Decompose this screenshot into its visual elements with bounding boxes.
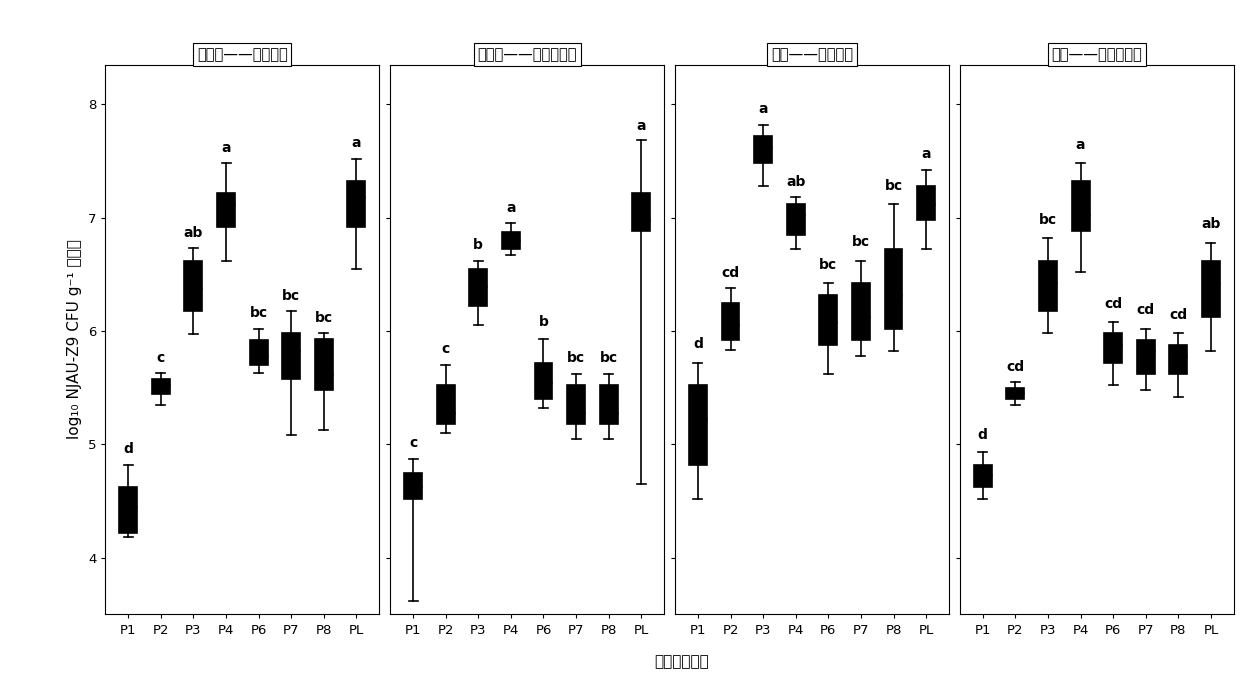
Text: d: d [978, 428, 988, 442]
Text: a: a [636, 119, 646, 132]
PathPatch shape [754, 136, 773, 163]
Text: bc: bc [249, 306, 268, 320]
Text: a: a [352, 136, 361, 149]
Y-axis label: log₁₀ NJAU-Z9 CFU g⁻¹ 根际土: log₁₀ NJAU-Z9 CFU g⁻¹ 根际土 [67, 240, 82, 439]
PathPatch shape [1104, 333, 1122, 363]
Title: 灭菌——立即检测: 灭菌——立即检测 [771, 47, 853, 62]
Title: 灭菌——五天后检测: 灭菌——五天后检测 [1052, 47, 1142, 62]
PathPatch shape [1071, 181, 1090, 232]
PathPatch shape [119, 488, 138, 533]
PathPatch shape [283, 333, 300, 379]
PathPatch shape [632, 193, 650, 232]
PathPatch shape [185, 261, 202, 310]
Text: bc: bc [315, 312, 332, 325]
Text: a: a [759, 102, 768, 115]
PathPatch shape [918, 186, 935, 220]
Text: 不同引物处理: 不同引物处理 [655, 654, 709, 669]
Text: a: a [221, 141, 231, 155]
Text: bc: bc [283, 289, 300, 303]
PathPatch shape [1169, 345, 1188, 374]
Text: cd: cd [1104, 297, 1122, 310]
Text: cd: cd [1137, 304, 1154, 317]
PathPatch shape [786, 204, 805, 235]
Text: d: d [123, 442, 133, 456]
Text: d: d [693, 337, 703, 352]
Text: a: a [1076, 138, 1085, 152]
PathPatch shape [1137, 340, 1154, 374]
Text: bc: bc [852, 236, 870, 249]
PathPatch shape [249, 340, 268, 365]
PathPatch shape [689, 386, 707, 465]
Text: c: c [156, 351, 165, 365]
PathPatch shape [973, 465, 992, 488]
PathPatch shape [820, 295, 837, 345]
PathPatch shape [217, 193, 236, 227]
PathPatch shape [436, 386, 455, 424]
Text: bc: bc [1039, 213, 1056, 227]
PathPatch shape [404, 473, 422, 499]
Text: c: c [409, 436, 417, 450]
PathPatch shape [315, 339, 332, 390]
PathPatch shape [1202, 261, 1220, 317]
Text: bc: bc [820, 258, 837, 272]
PathPatch shape [534, 363, 553, 399]
PathPatch shape [469, 269, 487, 306]
Text: bc: bc [600, 351, 618, 365]
Text: cd: cd [722, 266, 739, 280]
Title: 非灭菌——立即检测: 非灭菌——立即检测 [197, 47, 288, 62]
PathPatch shape [502, 232, 520, 249]
Text: ab: ab [1202, 217, 1220, 232]
Text: bc: bc [567, 351, 585, 365]
Text: bc: bc [884, 179, 903, 193]
Text: a: a [506, 202, 516, 215]
Text: b: b [474, 238, 484, 252]
Text: cd: cd [1007, 360, 1024, 374]
Text: ab: ab [786, 175, 806, 189]
PathPatch shape [567, 386, 585, 424]
PathPatch shape [151, 379, 170, 394]
PathPatch shape [1007, 388, 1024, 399]
PathPatch shape [884, 249, 903, 329]
Text: c: c [441, 342, 450, 356]
Text: cd: cd [1169, 308, 1188, 322]
PathPatch shape [1039, 261, 1056, 310]
PathPatch shape [347, 181, 366, 227]
PathPatch shape [600, 386, 618, 424]
Text: a: a [921, 147, 931, 161]
Text: b: b [538, 315, 548, 329]
Title: 非灭菌——五天后检测: 非灭菌——五天后检测 [477, 47, 577, 62]
PathPatch shape [722, 303, 739, 340]
Text: ab: ab [184, 226, 203, 240]
PathPatch shape [852, 283, 870, 340]
